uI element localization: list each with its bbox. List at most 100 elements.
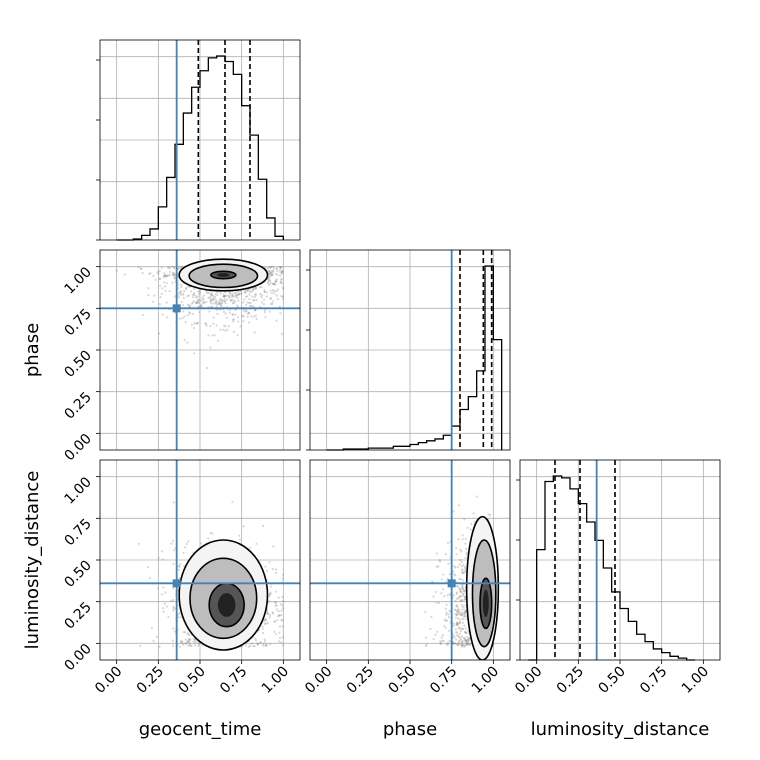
luminosity_distance-vs-geocent_time-sample-270 <box>271 611 274 614</box>
phase-vs-geocent_time-sample-496 <box>202 298 205 301</box>
luminosity_distance-vs-phase-sample-41 <box>455 553 458 556</box>
phase-vs-geocent_time-sample-1136 <box>238 292 241 295</box>
phase-vs-geocent_time-sample-207 <box>179 291 182 294</box>
phase-vs-geocent_time-sample-1227 <box>221 328 225 331</box>
luminosity_distance-vs-phase-sample-1071 <box>460 635 463 638</box>
phase-vs-geocent_time-sample-279 <box>172 274 175 277</box>
luminosity_distance-vs-phase-sample-1120 <box>456 643 460 647</box>
phase-vs-geocent_time-sample-727 <box>274 283 277 286</box>
luminosity_distance-vs-phase-sample-1261 <box>461 605 464 608</box>
phase-vs-geocent_time-sample-212 <box>211 295 215 298</box>
labels-layer: geocent_time phase luminosity_distance p… <box>22 323 709 740</box>
luminosity_distance-vs-phase-sample-274 <box>424 611 427 614</box>
luminosity_distance-vs-phase-sample-1023 <box>464 569 467 572</box>
luminosity_distance-vs-phase-sample-350 <box>432 637 435 641</box>
phase-vs-geocent_time-sample-942 <box>216 308 219 311</box>
luminosity_distance-vs-geocent_time-sample-315 <box>250 642 253 645</box>
phase-vs-geocent_time-sample-1307 <box>269 279 272 282</box>
luminosity_distance-vs-phase-sample-220 <box>443 594 446 598</box>
phase-vs-geocent_time-sample-1255 <box>269 297 272 300</box>
luminosity_distance-vs-phase-sample-618 <box>443 618 446 621</box>
luminosity_distance-vs-geocent_time-sample-1390 <box>190 644 193 648</box>
phase-vs-geocent_time-sample-506 <box>181 304 185 307</box>
luminosity_distance-vs-phase-sample-1008 <box>461 617 464 620</box>
luminosity_distance-vs-geocent_time-sample-817 <box>264 619 268 622</box>
phase-vs-geocent_time-sample-546 <box>198 299 201 302</box>
luminosity_distance-vs-phase-sample-15 <box>440 636 443 639</box>
luminosity_distance-vs-geocent_time-sample-971 <box>276 615 280 618</box>
luminosity_distance-vs-geocent_time-sample-605 <box>178 565 181 569</box>
luminosity_distance-vs-phase-sample-714 <box>458 622 462 625</box>
phase-vs-geocent_time-sample-712 <box>281 269 284 273</box>
phase-vs-geocent_time-sample-66 <box>195 301 198 304</box>
phase-vs-geocent_time-sample-331 <box>210 293 213 296</box>
luminosity_distance-vs-phase-sample-1092 <box>457 610 460 613</box>
luminosity_distance-vs-phase-sample-653 <box>454 613 457 616</box>
luminosity_distance-vs-phase-sample-1009 <box>452 642 455 645</box>
luminosity_distance-vs-geocent_time-sample-1145 <box>275 590 278 593</box>
phase-vs-geocent_time-sample-418 <box>147 294 150 297</box>
luminosity_distance-vs-phase-sample-872 <box>460 586 464 589</box>
luminosity_distance-vs-phase-sample-1199 <box>460 614 463 617</box>
phase-vs-geocent_time-sample-474 <box>220 305 223 308</box>
phase-vs-geocent_time-sample-96 <box>173 267 176 270</box>
luminosity_distance-vs-phase-sample-766 <box>462 563 465 567</box>
luminosity_distance-vs-phase-sample-980 <box>463 611 466 614</box>
luminosity_distance-vs-geocent_time-sample-1143 <box>264 565 267 568</box>
luminosity_distance-vs-geocent_time-sample-798 <box>273 630 276 633</box>
phase-vs-geocent_time-sample-222 <box>269 272 272 275</box>
luminosity_distance-vs-phase-contour-1 <box>471 539 497 648</box>
luminosity_distance-vs-phase-sample-1371 <box>460 643 463 646</box>
luminosity_distance-vs-phase-sample-543 <box>463 590 466 593</box>
luminosity_distance-vs-phase-sample-149 <box>453 642 456 645</box>
phase-vs-geocent_time-sample-703 <box>199 304 203 307</box>
luminosity_distance-vs-geocent_time-sample-898 <box>261 644 264 647</box>
phase-vs-geocent_time-sample-1039 <box>159 284 162 287</box>
luminosity_distance-vs-phase-sample-394 <box>464 610 467 613</box>
luminosity_distance-vs-geocent_time-sample-1135 <box>275 604 278 607</box>
luminosity_distance-vs-phase-sample-801 <box>459 548 462 551</box>
luminosity_distance-vs-phase-sample-916 <box>459 599 462 603</box>
phase-vs-geocent_time-sample-196 <box>275 319 278 322</box>
luminosity_distance-vs-geocent_time-sample-499 <box>261 625 264 628</box>
luminosity_distance-vs-geocent_time-sample-15 <box>188 643 192 646</box>
phase-vs-geocent_time-sample-963 <box>232 313 235 316</box>
phase-vs-geocent_time-sample-631 <box>198 291 202 294</box>
phase-vs-geocent_time-sample-1160 <box>275 267 278 270</box>
luminosity_distance-vs-phase-sample-161 <box>463 644 467 647</box>
luminosity_distance-vs-phase-sample-592 <box>452 624 455 628</box>
phase-vs-geocent_time-sample-329 <box>165 316 169 319</box>
luminosity_distance-hist-xtick-label-0: 0.00 <box>512 664 545 697</box>
luminosity_distance-vs-geocent_time-ytick-label-3: 0.75 <box>61 516 94 549</box>
luminosity_distance-vs-geocent_time-sample-1365 <box>259 641 262 644</box>
phase-vs-geocent_time-sample-1009 <box>232 301 235 304</box>
luminosity_distance-vs-geocent_time-sample-400 <box>266 621 269 625</box>
phase-vs-geocent_time-sample-339 <box>177 287 180 290</box>
phase-vs-geocent_time-sample-260 <box>272 270 275 273</box>
luminosity_distance-vs-phase-sample-332 <box>459 595 463 598</box>
luminosity_distance-vs-phase-sample-1080 <box>454 599 457 603</box>
luminosity_distance-vs-phase-sample-1171 <box>460 641 464 644</box>
luminosity_distance-vs-geocent_time-sample-90 <box>275 571 278 575</box>
luminosity_distance-vs-geocent_time-sample-214 <box>199 542 203 545</box>
luminosity_distance-vs-phase-sample-277 <box>445 603 448 606</box>
luminosity_distance-vs-phase-sample-1048 <box>447 643 450 646</box>
phase-vs-geocent_time-sample-1103 <box>212 302 215 305</box>
phase-vs-geocent_time-sample-1054 <box>183 338 186 342</box>
phase-vs-geocent_time-sample-789 <box>219 302 222 306</box>
luminosity_distance-vs-phase-sample-117 <box>452 622 455 625</box>
phase-vs-geocent_time-sample-596 <box>275 294 278 297</box>
luminosity_distance-vs-phase-sample-131 <box>462 592 465 595</box>
phase-vs-geocent_time-sample-241 <box>254 293 257 296</box>
phase-vs-geocent_time-sample-1077 <box>115 269 118 272</box>
phase-vs-geocent_time-sample-1202 <box>263 311 266 314</box>
phase-vs-geocent_time-sample-1121 <box>231 299 234 302</box>
phase-vs-geocent_time-sample-566 <box>263 290 267 293</box>
phase-vs-geocent_time-sample-930 <box>205 324 208 327</box>
luminosity_distance-vs-geocent_time-sample-97 <box>163 602 166 605</box>
luminosity_distance-vs-geocent_time-sample-145 <box>173 630 177 633</box>
phase-vs-geocent_time-sample-1003 <box>200 299 203 302</box>
phase-vs-geocent_time-sample-385 <box>252 288 255 291</box>
phase-vs-geocent_time-sample-1010 <box>177 283 180 286</box>
luminosity_distance-vs-geocent_time-sample-250 <box>182 630 185 634</box>
